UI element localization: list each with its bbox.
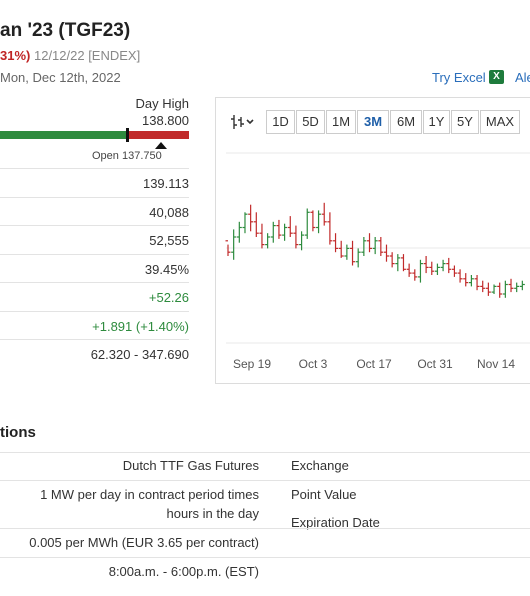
timeframe-1y-button[interactable]: 1Y: [423, 110, 450, 134]
range-bar-up-segment: [0, 131, 128, 139]
stat-row: 40,088: [0, 197, 189, 225]
timeframe-max-button[interactable]: MAX: [480, 110, 520, 134]
timeframe-1d-button[interactable]: 1D: [266, 110, 295, 134]
spec-divider: [0, 452, 530, 453]
try-excel-link[interactable]: Try Excel: [432, 70, 486, 85]
stat-value: 139.113: [142, 176, 189, 191]
x-axis-tick-label: Oct 3: [299, 357, 328, 371]
day-range-bar: [0, 128, 189, 142]
stat-row: +52.26: [0, 282, 189, 310]
timeframe-1m-button[interactable]: 1M: [326, 110, 356, 134]
specifications-heading: tions: [0, 424, 36, 441]
spec-label-exchange: Exchange: [291, 458, 349, 473]
stat-value: 62.320 - 347.690: [90, 347, 189, 362]
quote-subline: 31%) 12/12/22 [ENDEX]: [0, 48, 140, 63]
spec-trading-hours: 8:00a.m. - 6:00p.m. (EST): [108, 564, 259, 579]
stat-row: 62.320 - 347.690: [0, 339, 189, 367]
spec-contract-size-value: 1 MW per day in contract period times ho…: [40, 487, 259, 521]
timeframe-5d-button[interactable]: 5D: [296, 110, 325, 134]
spec-label-expiration-date: Expiration Date: [291, 515, 380, 530]
x-axis-tick-label: Oct 17: [356, 357, 392, 371]
stat-row: 52,555: [0, 225, 189, 253]
day-high-label: Day High: [135, 96, 189, 111]
x-axis-tick-label: Oct 31: [417, 357, 453, 371]
spec-label-point-value: Point Value: [291, 487, 357, 502]
spec-divider: [0, 557, 530, 558]
x-axis-tick-label: Sep 19: [233, 357, 271, 371]
stat-value: 52,555: [149, 233, 189, 248]
open-label: Open 137.750: [92, 150, 162, 162]
range-bar-down-segment: [128, 131, 189, 139]
timeframe-6m-button[interactable]: 6M: [390, 110, 422, 134]
alerts-link[interactable]: Ale: [515, 70, 530, 85]
stat-value: 40,088: [149, 205, 189, 220]
spec-contract-value: Dutch TTF Gas Futures: [122, 458, 259, 473]
excel-icon[interactable]: X: [489, 70, 504, 84]
x-axis-tick-label: Nov 14: [477, 357, 515, 371]
stat-value: 39.45%: [144, 262, 189, 277]
day-high-value: 138.800: [142, 113, 189, 128]
stat-row: 39.45%: [0, 254, 189, 282]
open-marker-icon: [155, 142, 167, 149]
spec-tick-value: 0.005 per MWh (EUR 3.65 per contract): [29, 535, 259, 550]
timeframe-5y-button[interactable]: 5Y: [451, 110, 479, 134]
range-bar-last-marker: [126, 128, 129, 142]
quote-date-exchange: 12/12/22 [ENDEX]: [33, 48, 141, 63]
timeframe-3m-button[interactable]: 3M: [357, 110, 389, 134]
ohlc-chart: Sep 19 Oct 3 Oct 17 Oct 31 Nov 14: [225, 152, 530, 371]
spec-divider: [0, 480, 530, 481]
ohlc-bars-icon[interactable]: [230, 113, 256, 131]
change-percent: 31%): [0, 48, 31, 63]
spec-divider: [0, 528, 530, 529]
page-title: an '23 (TGF23): [0, 20, 131, 41]
stat-value: +1.891 (+1.40%): [92, 319, 189, 334]
quote-date: Mon, Dec 12th, 2022: [0, 70, 121, 85]
stat-row: +1.891 (+1.40%): [0, 311, 189, 339]
stat-value: +52.26: [148, 290, 189, 305]
price-chart-panel: 1D 5D 1M 3M 6M 1Y 5Y MAX Sep 19 Oct 3 Oct …: [215, 97, 530, 384]
stat-row: 139.113: [0, 168, 189, 196]
